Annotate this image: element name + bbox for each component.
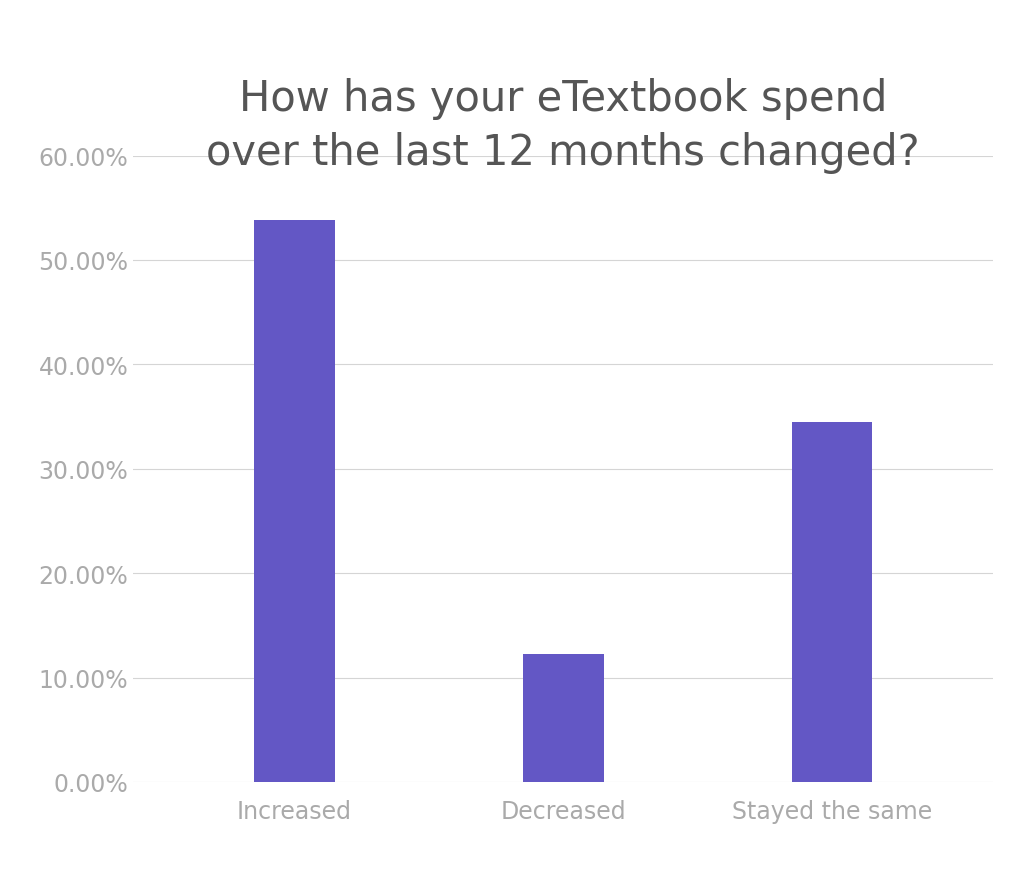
Bar [254, 221, 335, 782]
Bar [523, 653, 603, 782]
Bar [792, 422, 872, 782]
Text: How has your eTextbook spend
over the last 12 months changed?: How has your eTextbook spend over the la… [207, 78, 920, 174]
